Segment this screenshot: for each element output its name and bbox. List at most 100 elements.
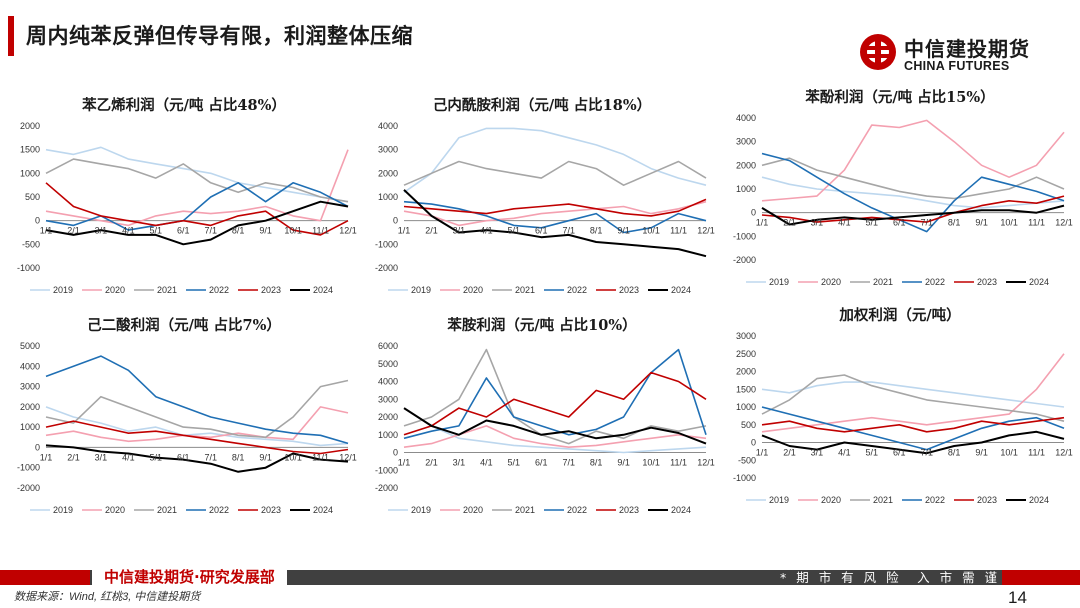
series-line-2019 <box>761 381 1065 408</box>
x-tick-label: 11/1 <box>1028 218 1045 228</box>
x-tick-label: 3/1 <box>453 226 466 236</box>
x-tick-label: 10/1 <box>284 226 302 236</box>
y-tick-label: 1000 <box>20 168 40 178</box>
page-number: 14 <box>1008 588 1027 607</box>
x-tick-label: 2/1 <box>67 226 80 236</box>
x-tick-label: 9/1 <box>617 226 630 236</box>
y-tick-label: 5000 <box>20 341 40 351</box>
y-tick-label: 2000 <box>378 412 398 422</box>
chart-title: 苯乙烯利润（元/吨 占比48%） <box>82 97 286 114</box>
chart-caprolactam-profit: 己内酰胺利润（元/吨 占比18%） 4000 3000 2000 1000 0 -1000… <box>366 92 718 302</box>
x-tick-label: 2/1 <box>67 452 80 462</box>
legend-label: 2020 <box>821 495 841 505</box>
series-line-2020 <box>403 200 707 227</box>
footer-accent-right <box>1002 570 1080 585</box>
logo-english-name: CHINA FUTURES <box>904 59 1010 73</box>
series-line-2019 <box>403 127 707 193</box>
legend-label: 2023 <box>619 505 639 515</box>
series-line-2022 <box>403 200 707 234</box>
x-tick-label: 2/1 <box>425 226 438 236</box>
series-line-2023 <box>45 420 349 455</box>
x-tick-label: 9/1 <box>259 452 272 462</box>
legend-label: 2020 <box>463 505 483 515</box>
x-tick-label: 10/1 <box>284 452 302 462</box>
x-tick-label: 11/1 <box>670 226 687 236</box>
chart-phenol-profit: 苯酚利润（元/吨 占比15%） 4000 3000 2000 1000 0 -1000 -2… <box>724 86 1076 296</box>
x-tick-label: 7/1 <box>920 218 933 228</box>
x-tick-label: 9/1 <box>617 458 630 468</box>
y-tick-label: 5000 <box>378 359 398 369</box>
series-line-2024 <box>403 407 707 445</box>
legend-label: 2022 <box>925 277 945 287</box>
legend-label: 2023 <box>261 505 281 515</box>
chart-plot: 3000 2500 2000 1500 1000 500 0 -500 -1000 1/1 2/1 3… <box>733 331 1073 505</box>
x-tick-label: 6/1 <box>535 458 548 468</box>
legend-label: 2024 <box>671 505 691 515</box>
x-tick-label: 1/1 <box>756 218 769 228</box>
series-line-2021 <box>45 158 349 203</box>
x-tick-label: 9/1 <box>259 226 272 236</box>
legend-label: 2023 <box>977 277 997 287</box>
page-title: 周内纯苯反弹但传导有限，利润整体压缩 <box>26 24 413 48</box>
series-line-2020 <box>761 353 1065 433</box>
x-tick-label: 7/1 <box>920 448 933 458</box>
y-tick-label: 0 <box>393 216 398 226</box>
legend-label: 2019 <box>769 277 789 287</box>
series-line-2022 <box>403 348 707 440</box>
footer-organization: 中信建投期货·研究发展部 <box>92 567 287 588</box>
x-tick-label: 4/1 <box>838 218 851 228</box>
y-tick-label: -1000 <box>17 263 40 273</box>
y-tick-label: 2000 <box>736 160 756 170</box>
y-tick-label: 3000 <box>736 137 756 147</box>
legend-label: 2024 <box>313 285 333 295</box>
x-tick-label: 11/1 <box>670 458 687 468</box>
legend-label: 2020 <box>105 505 125 515</box>
y-tick-label: -1000 <box>375 239 398 249</box>
x-tick-label: 7/1 <box>204 226 217 236</box>
y-tick-label: 1500 <box>736 384 756 394</box>
series-line-2022 <box>45 355 349 445</box>
x-tick-label: 11/1 <box>312 452 329 462</box>
series-line-2021 <box>761 157 1065 200</box>
chart-plot: 2000 1500 1000 500 0 -500 -1000 1/1 2/1 3/1 4/1 5/1… <box>17 121 357 295</box>
series-line-2024 <box>45 200 349 246</box>
series-line-2021 <box>761 374 1065 422</box>
series-line-2023 <box>403 198 707 217</box>
series-line-2019 <box>45 146 349 203</box>
x-tick-label: 12/1 <box>697 226 715 236</box>
y-tick-label: -500 <box>738 455 756 465</box>
x-tick-label: 4/1 <box>122 226 135 236</box>
x-tick-label: 1/1 <box>40 226 53 236</box>
legend-label: 2020 <box>821 277 841 287</box>
series-line-2023 <box>403 371 707 436</box>
series-line-2024 <box>45 444 349 473</box>
x-tick-label: 5/1 <box>150 452 163 462</box>
x-tick-label: 8/1 <box>232 226 245 236</box>
y-tick-label: 4000 <box>20 361 40 371</box>
x-tick-label: 3/1 <box>95 226 108 236</box>
series-line-2024 <box>761 204 1065 226</box>
y-tick-label: 2000 <box>20 402 40 412</box>
x-tick-label: 8/1 <box>232 452 245 462</box>
y-tick-label: 3000 <box>736 331 756 341</box>
series-line-2023 <box>761 195 1065 223</box>
legend-label: 2022 <box>567 285 587 295</box>
y-tick-label: 2000 <box>20 121 40 131</box>
series-line-2021 <box>403 160 707 186</box>
x-tick-label: 12/1 <box>1055 218 1073 228</box>
y-tick-label: 3000 <box>20 382 40 392</box>
legend-label: 2022 <box>925 495 945 505</box>
legend-label: 2022 <box>567 505 587 515</box>
y-tick-label: 4000 <box>378 121 398 131</box>
chart-title: 己二酸利润（元/吨 占比7%） <box>87 317 281 334</box>
legend-label: 2020 <box>105 285 125 295</box>
risk-notice: * 期 市 有 风 险 入 市 需 谨 慎 <box>780 570 1023 585</box>
y-tick-label: -1000 <box>733 231 756 241</box>
y-tick-label: -2000 <box>17 483 40 493</box>
chart-plot: 5000 4000 3000 2000 1000 0 -1000 -2000 1/1 2/1 3/1… <box>17 341 357 515</box>
legend-label: 2021 <box>515 505 535 515</box>
series-line-2022 <box>761 406 1065 451</box>
legend-label: 2021 <box>873 277 893 287</box>
logo-chinese-name: 中信建投期货 <box>904 37 1030 61</box>
chart-title: 苯酚利润（元/吨 占比15%） <box>805 89 995 106</box>
